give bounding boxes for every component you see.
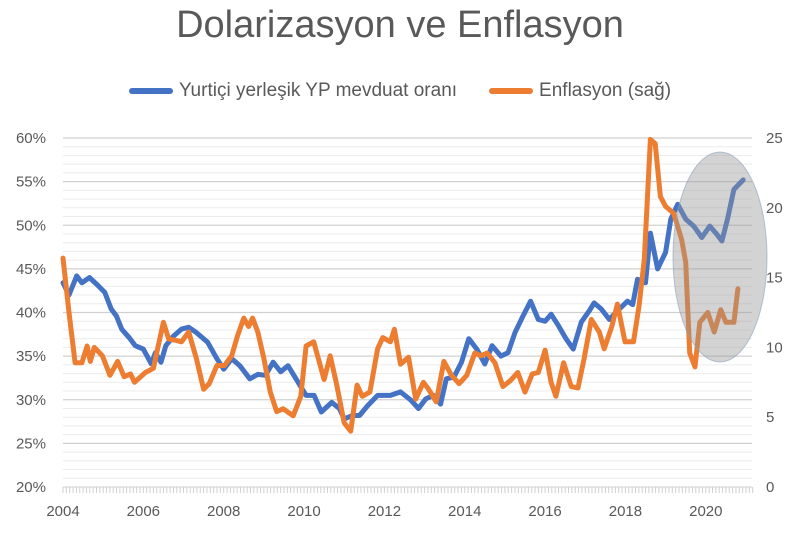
deposit-ratio-line	[60, 177, 746, 422]
legend-label-inflation: Enflasyon (sağ)	[539, 80, 672, 101]
x-tick-label: 2012	[368, 503, 401, 520]
legend-item-inflation: Enflasyon (sağ)	[489, 80, 671, 102]
y-left-tick-label: 55%	[16, 174, 46, 191]
y-left-tick-label: 40%	[16, 305, 46, 322]
inflation-line	[60, 136, 741, 434]
legend: Yurtiçi yerleşik YP mevduat oranı Enflas…	[0, 80, 800, 102]
x-tick-label: 2014	[448, 503, 481, 520]
y-left-tick-label: 20%	[16, 479, 46, 496]
legend-swatch-deposit	[128, 88, 173, 94]
y-left-tick-label: 25%	[16, 435, 46, 452]
y-right-tick-label: 20	[766, 200, 783, 217]
y-left-tick-label: 30%	[16, 392, 46, 409]
y-right-tick-label: 15	[766, 270, 783, 287]
legend-item-deposit: Yurtiçi yerleşik YP mevduat oranı	[128, 80, 458, 102]
x-tick-label: 2010	[287, 503, 320, 520]
y-right-tick-label: 10	[766, 339, 783, 356]
x-tick-label: 2004	[46, 503, 79, 520]
chart-title: Dolarizasyon ve Enflasyon	[176, 4, 624, 46]
legend-label-deposit: Yurtiçi yerleşik YP mevduat oranı	[178, 80, 458, 101]
y-right-tick-label: 5	[766, 409, 774, 426]
y-left-tick-label: 60%	[16, 130, 46, 147]
y-left-tick-label: 35%	[16, 348, 46, 365]
x-tick-label: 2006	[127, 503, 160, 520]
y-left-tick-label: 50%	[16, 217, 46, 234]
y-right-tick-label: 25	[766, 130, 783, 147]
y-right-tick-label: 0	[766, 479, 774, 496]
x-tick-label: 2016	[528, 503, 561, 520]
x-tick-label: 2020	[689, 503, 722, 520]
x-tick-label: 2008	[207, 503, 240, 520]
x-tick-label: 2018	[609, 503, 642, 520]
legend-swatch-inflation	[489, 88, 534, 94]
y-left-tick-label: 45%	[16, 261, 46, 278]
highlight-ellipse	[672, 151, 768, 363]
